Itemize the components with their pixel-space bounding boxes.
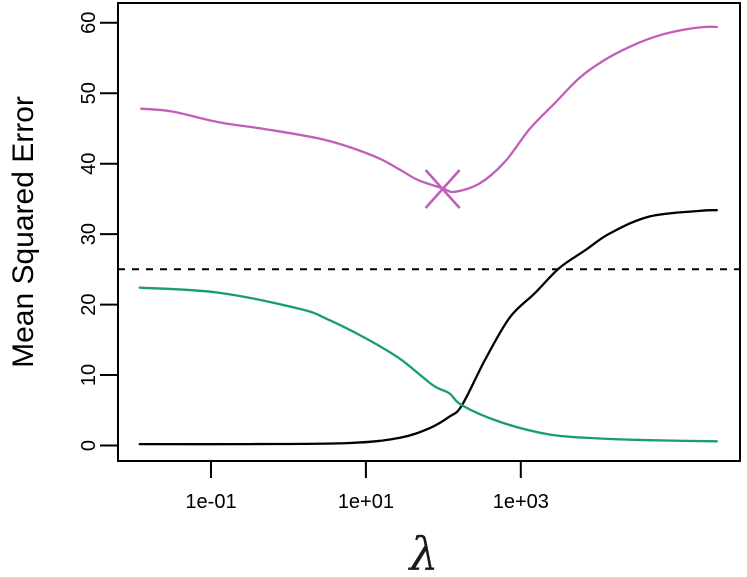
- min-mse-x-marker: [424, 169, 461, 209]
- curves-group: [138, 25, 718, 446]
- purple-curve: [140, 25, 718, 194]
- y-tick-label: 50: [78, 82, 100, 104]
- y-tick-label: 0: [78, 440, 100, 451]
- y-tick-label: 20: [78, 293, 100, 315]
- x-axis-title: λ: [407, 527, 438, 577]
- x-axis: 1e-01 1e+01 1e+03: [185, 461, 549, 513]
- y-tick-label: 40: [78, 153, 100, 175]
- x-tick-label: 1e+03: [493, 491, 549, 513]
- y-axis: 0 10 20 30 40 50 60: [78, 12, 118, 451]
- green-curve: [138, 286, 718, 443]
- y-tick-label: 30: [78, 223, 100, 245]
- black-curve: [138, 209, 718, 446]
- y-tick-label: 60: [78, 12, 100, 34]
- x-tick-label: 1e+01: [338, 491, 394, 513]
- x-tick-label: 1e-01: [185, 491, 236, 513]
- y-tick-label: 10: [78, 364, 100, 386]
- plot-border: [117, 2, 741, 462]
- y-axis-title: Mean Squared Error: [7, 96, 40, 368]
